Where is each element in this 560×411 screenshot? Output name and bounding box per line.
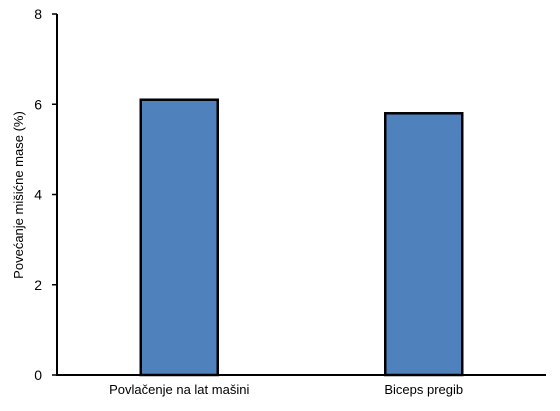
y-tick-label-3: 6 bbox=[34, 96, 42, 112]
y-tick-label-4: 8 bbox=[34, 6, 42, 22]
bar-0 bbox=[139, 98, 219, 377]
y-axis-title: Povećanje mišićne mase (%) bbox=[11, 111, 26, 279]
bars-layer bbox=[139, 98, 464, 377]
axes-layer bbox=[56, 14, 546, 376]
x-tick-label-0: Povlačenje na lat mašini bbox=[109, 382, 249, 397]
bar-1 bbox=[384, 112, 464, 377]
y-tick-label-1: 2 bbox=[34, 277, 42, 293]
y-tick-label-2: 4 bbox=[34, 187, 42, 203]
labels-layer: Povlačenje na lat mašini Biceps pregib 0 2 4… bbox=[34, 6, 463, 397]
ticks-layer bbox=[52, 13, 57, 376]
y-tick-label-0: 0 bbox=[34, 367, 42, 383]
x-tick-label-1: Biceps pregib bbox=[384, 382, 463, 397]
